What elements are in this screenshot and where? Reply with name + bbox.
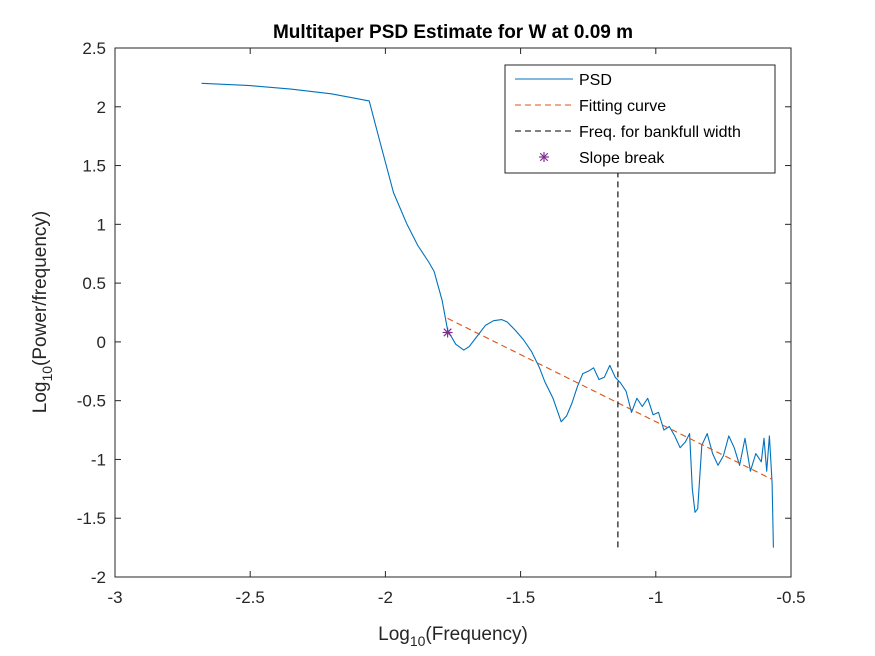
legend-box bbox=[504, 64, 776, 174]
legend: PSD Fitting curve Freq. for bankfull width… bbox=[504, 64, 776, 174]
chart-title: Multitaper PSD Estimate for W at 0.09 m bbox=[273, 22, 633, 43]
x-axis-label: Log10(Frequency) bbox=[378, 624, 528, 649]
fitting-curve-line bbox=[447, 317, 773, 480]
x-tick-label: -1.5 bbox=[506, 588, 535, 607]
y-tick-label: 2 bbox=[97, 98, 106, 117]
y-tick-label: 1.5 bbox=[82, 157, 106, 176]
axes-layer: -3 -2.5 -2 -1.5 -1 -0.5 -2 -1.5 -1 -0.5 0 0.5 1 1.5 2 2… bbox=[77, 39, 806, 607]
legend-swatch bbox=[539, 152, 549, 162]
marker-stroke bbox=[443, 328, 452, 337]
legend-entry-slope-break: Slope break bbox=[539, 150, 665, 167]
x-tick-label: -1 bbox=[648, 588, 663, 607]
slope-break-marker bbox=[442, 327, 453, 338]
psd-line bbox=[201, 82, 774, 548]
y-axis-label: Log10(Power/frequency) bbox=[30, 211, 55, 414]
axes-box bbox=[114, 47, 792, 578]
y-tick-label: 2.5 bbox=[82, 39, 106, 58]
legend-entry-freq-for-bankfull-width: Freq. for bankfull width bbox=[515, 124, 741, 141]
legend-entry-psd: PSD bbox=[515, 72, 612, 89]
y-tick-label: -1 bbox=[91, 450, 106, 469]
legend-label: Fitting curve bbox=[579, 98, 666, 115]
x-tick-label: -0.5 bbox=[776, 588, 805, 607]
y-tick-label: 0 bbox=[97, 333, 106, 352]
legend-entry-fitting-curve: Fitting curve bbox=[515, 98, 666, 115]
y-tick-label: 1 bbox=[97, 215, 106, 234]
y-tick-label: -1.5 bbox=[77, 509, 106, 528]
x-tick-label: -3 bbox=[107, 588, 122, 607]
y-tick-label: -0.5 bbox=[77, 392, 106, 411]
y-tick-label: -2 bbox=[91, 568, 106, 587]
x-tick-label: -2.5 bbox=[236, 588, 265, 607]
y-tick-label: 0.5 bbox=[82, 274, 106, 293]
series-layer bbox=[201, 82, 774, 548]
legend-label: PSD bbox=[579, 72, 612, 89]
x-tick-label: -2 bbox=[378, 588, 393, 607]
legend-label: Slope break bbox=[579, 150, 665, 167]
legend-label: Freq. for bankfull width bbox=[579, 124, 741, 141]
